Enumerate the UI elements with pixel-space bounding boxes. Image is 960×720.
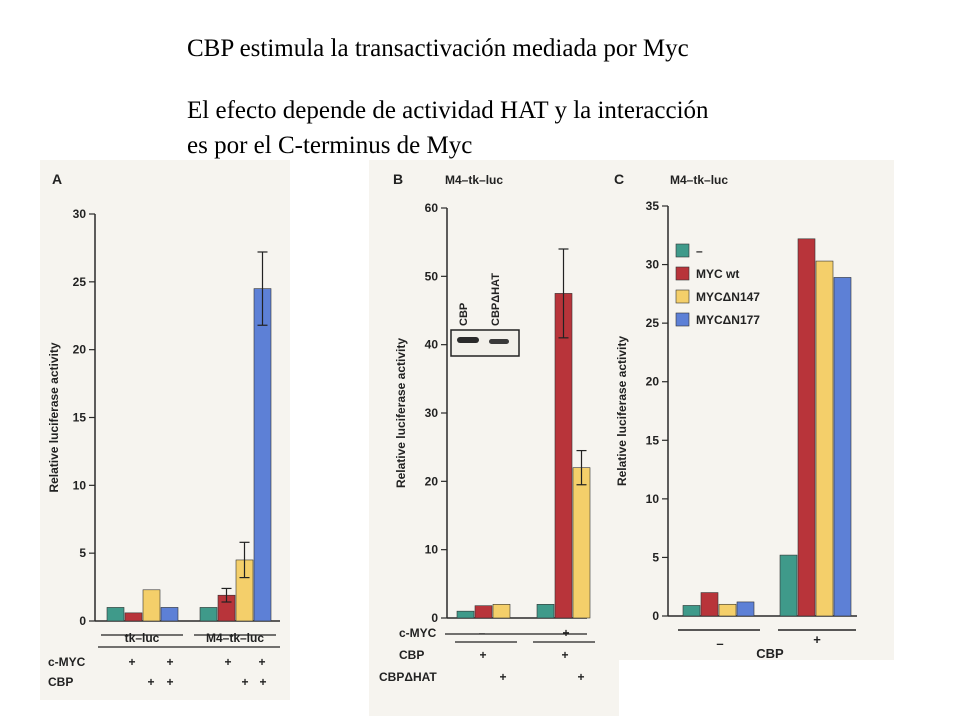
condition-label-b-1: CBP — [399, 648, 424, 662]
legend-swatch-1 — [675, 266, 690, 281]
bar-a-g0-b0 — [106, 607, 125, 622]
bar-b-g0-b0 — [456, 610, 475, 619]
panel-a: A 0 5 10 15 20 25 30 Relative luciferase activit… — [40, 160, 290, 700]
chart-a-svg: A 0 5 10 15 20 25 30 Relative luciferase activit… — [47, 171, 280, 689]
condition-mark-a-1-2: + — [147, 675, 154, 689]
bar-a-g0-b3 — [160, 607, 179, 622]
y-tick-label-a-5: 25 — [73, 275, 87, 289]
group-label-c-1: + — [813, 632, 821, 647]
reporter-label-b: M4–tk–luc — [445, 173, 503, 187]
legend-label-2: MYCΔN147 — [696, 290, 760, 304]
y-tick-label-a-1: 5 — [79, 546, 86, 560]
blot-band-cbp — [457, 337, 479, 343]
blot-lane-label-1: CBPΔHAT — [490, 273, 502, 326]
group-label-a-1: M4–tk–luc — [206, 631, 264, 645]
condition-mark-a-1-3: + — [166, 675, 173, 689]
condition-mark-b-1-1: + — [561, 648, 568, 662]
bar-c-g0-b0 — [682, 605, 701, 617]
y-tick-label-c-2: 10 — [646, 492, 660, 506]
bar-c-g1-b1 — [797, 238, 816, 617]
legend-swatch-3 — [675, 312, 690, 327]
bar-b-g0-b1 — [474, 605, 493, 619]
bar-c-g1-b3 — [833, 277, 852, 617]
bar-a-g0-b2 — [142, 589, 161, 622]
legend-label-3: MYCΔN177 — [696, 313, 760, 327]
chart-b-svg: B M4–tk–luc 0 10 20 30 40 50 60 Relative lucifera… — [379, 171, 595, 684]
legend-label-1: MYC wt — [696, 267, 739, 281]
bar-a-g1-b3 — [253, 288, 272, 622]
panel-letter-b: B — [393, 171, 403, 187]
condition-label-b-2: CBPΔHAT — [379, 670, 437, 684]
condition-mark-a-0-1: + — [128, 655, 135, 669]
slide-subtitle-line1: El efecto depende de actividad HAT y la … — [187, 97, 709, 124]
y-axis-label-b: Relative luciferase activity — [394, 338, 408, 488]
y-axis-label-a: Relative luciferase activity — [47, 342, 61, 492]
y-tick-label-a-0: 0 — [79, 614, 86, 628]
y-axis-label-c: Relative luciferase activity — [615, 336, 629, 486]
condition-mark-a-0-6: + — [258, 655, 265, 669]
y-tick-label-c-7: 35 — [646, 199, 660, 213]
condition-label-b-0: c-MYC — [399, 626, 437, 640]
chart-c-svg: C M4–tk–luc 0 5 10 15 20 25 30 35 Relative lucifer… — [614, 171, 857, 660]
reporter-label-c: M4–tk–luc — [670, 173, 728, 187]
bar-c-g0-b1 — [700, 592, 719, 617]
condition-mark-b-0-1: + — [562, 626, 569, 640]
condition-mark-a-1-7: + — [259, 675, 266, 689]
group-label-a-0: tk–luc — [125, 631, 160, 645]
y-tick-label-b-2: 20 — [425, 474, 439, 488]
bar-a-g0-b1 — [124, 612, 143, 622]
slide-title: CBP estimula la transactivación mediada … — [187, 35, 689, 62]
condition-mark-b-0-0: – — [479, 626, 486, 640]
y-tick-label-b-3: 30 — [425, 406, 439, 420]
panel-b: B M4–tk–luc 0 10 20 30 40 50 60 Relative lucifera… — [369, 160, 619, 716]
y-tick-label-a-6: 30 — [73, 207, 87, 221]
condition-mark-a-0-2: + — [166, 655, 173, 669]
bar-c-g0-b2 — [718, 603, 737, 617]
y-tick-label-c-3: 15 — [646, 433, 660, 447]
slide-subtitle-line2: es por el C-terminus de Myc — [187, 132, 473, 159]
legend-swatch-0 — [675, 243, 690, 258]
condition-mark-b-2-0: + — [499, 670, 506, 684]
bar-b-g1-b0 — [536, 604, 555, 619]
bar-b-g1-b2 — [572, 467, 591, 619]
bar-b-g1-b1 — [554, 293, 573, 619]
y-tick-label-c-6: 30 — [646, 258, 660, 272]
bar-a-g1-b0 — [199, 607, 218, 622]
condition-label-a-1: CBP — [48, 675, 73, 689]
bar-c-g1-b2 — [815, 260, 834, 617]
panel-letter-a: A — [52, 171, 62, 187]
condition-label-a-0: c-MYC — [48, 655, 86, 669]
condition-mark-b-1-0: + — [479, 648, 486, 662]
y-tick-label-c-1: 5 — [652, 550, 659, 564]
y-tick-label-c-5: 25 — [646, 316, 660, 330]
blot-lane-label-0: CBP — [458, 303, 470, 326]
y-tick-label-b-1: 10 — [425, 543, 439, 557]
y-tick-label-b-6: 60 — [425, 201, 439, 215]
y-tick-label-b-5: 50 — [425, 269, 439, 283]
condition-mark-a-1-6: + — [241, 675, 248, 689]
bar-c-g1-b0 — [779, 554, 798, 617]
condition-mark-b-2-1: + — [577, 670, 584, 684]
bar-c-g0-b3 — [736, 601, 755, 617]
y-tick-label-b-4: 40 — [425, 338, 439, 352]
condition-mark-a-0-5: + — [224, 655, 231, 669]
y-tick-label-b-0: 0 — [431, 611, 438, 625]
y-tick-label-a-2: 10 — [73, 478, 87, 492]
y-tick-label-c-4: 20 — [646, 375, 660, 389]
legend-label-0: – — [696, 244, 703, 258]
y-tick-label-c-0: 0 — [652, 609, 659, 623]
y-tick-label-a-4: 20 — [73, 343, 87, 357]
y-tick-label-a-3: 15 — [73, 411, 87, 425]
bar-b-g0-b2 — [492, 604, 511, 619]
panel-letter-c: C — [614, 171, 624, 187]
panel-c: C M4–tk–luc 0 5 10 15 20 25 30 35 Relative lucifer… — [612, 160, 894, 660]
blot-band-cbp-dhat — [489, 339, 509, 344]
x-axis-label-c: CBP — [756, 646, 784, 660]
group-label-c-0: – — [716, 636, 723, 651]
legend-swatch-2 — [675, 289, 690, 304]
